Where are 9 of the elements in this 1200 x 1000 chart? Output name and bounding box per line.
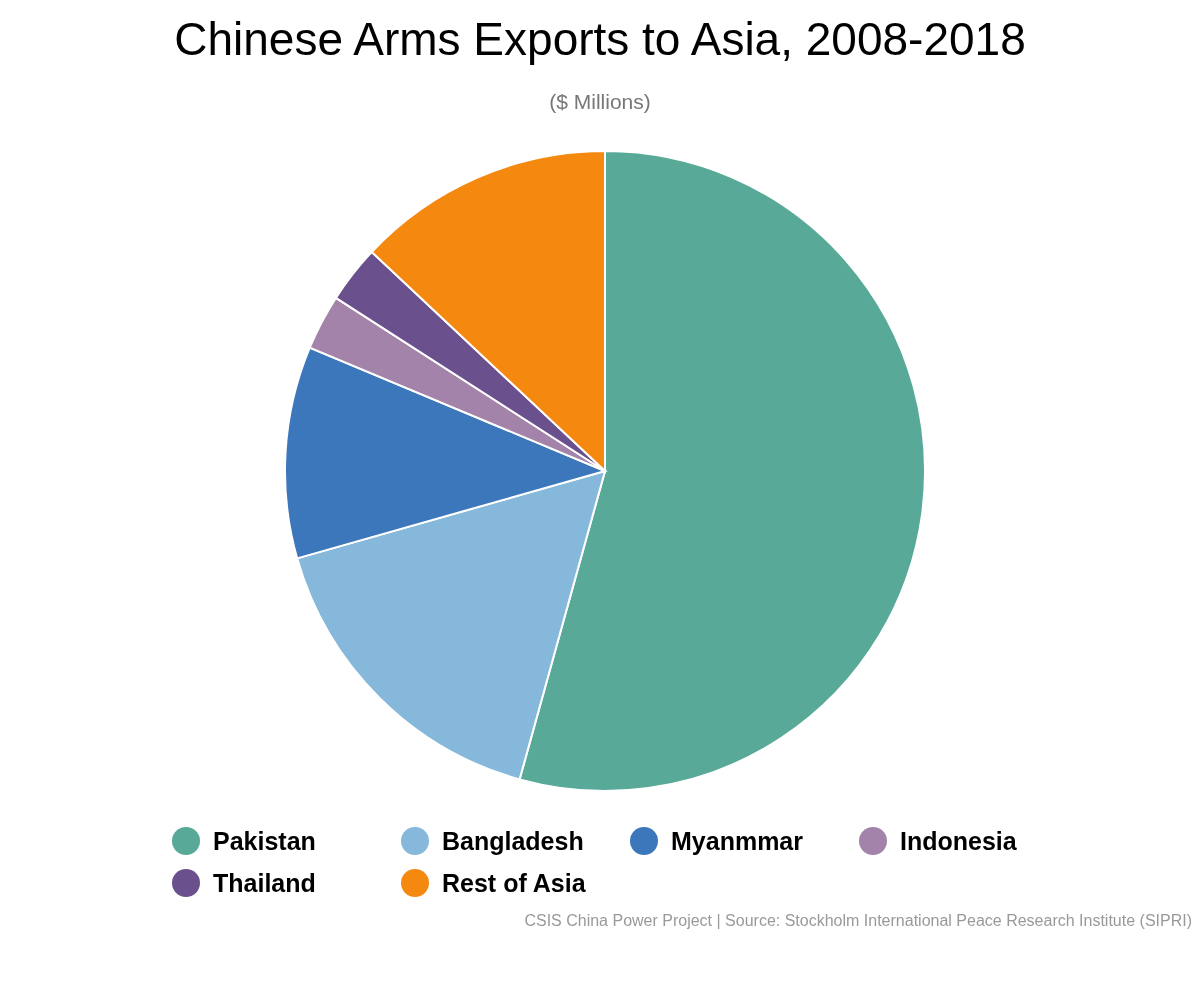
- legend-label: Thailand: [213, 868, 316, 898]
- legend-label: Indonesia: [900, 826, 1017, 856]
- text: CSIS China Power Project | Source: Stockholm International Peace Research Institute (SIPRI): [523, 912, 1192, 930]
- legend-label: Rest of Asia: [442, 868, 586, 898]
- legend-label: Pakistan: [213, 826, 316, 856]
- legend-label: Myanmmar: [671, 826, 803, 856]
- chart-title: Chinese Arms Exports to Asia, 2008-2018: [173, 12, 1027, 66]
- chart-subtitle: ($ Millions): [548, 90, 652, 114]
- legend-label: Bangladesh: [442, 826, 584, 856]
